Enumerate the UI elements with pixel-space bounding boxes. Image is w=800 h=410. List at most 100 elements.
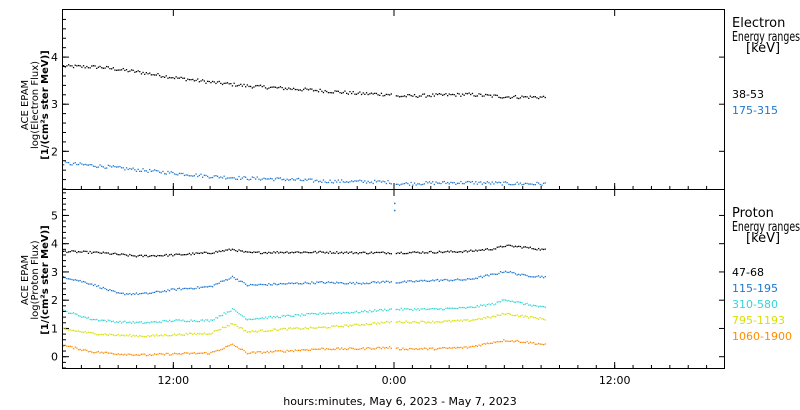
proton-series-1-point	[389, 281, 391, 284]
proton-series-0-point	[238, 249, 240, 251]
proton-series-2-point	[185, 320, 187, 323]
proton-series-2-point	[218, 315, 220, 317]
proton-series-1-point	[165, 291, 167, 293]
proton-series-1-point	[240, 280, 242, 282]
electron-series-0-point	[438, 93, 440, 95]
proton-series-3-point	[456, 319, 459, 321]
electron-series-1-point	[255, 178, 257, 180]
electron-series-1-point	[125, 167, 128, 169]
electron-series-1-point	[251, 176, 253, 178]
electron-series-0-point	[410, 95, 412, 97]
proton-series-0-point	[274, 252, 277, 254]
proton-series-3-point	[359, 324, 361, 327]
proton-series-0-point	[187, 253, 189, 255]
electron-series-0-point	[399, 96, 401, 98]
proton-series-1-point	[374, 281, 376, 283]
proton-series-0-point	[63, 250, 65, 252]
proton-series-0-point	[276, 251, 278, 253]
proton-series-1-point	[101, 287, 103, 290]
proton-series-1-point	[64, 276, 66, 279]
electron-series-1-point	[68, 162, 70, 164]
proton-series-4-point	[72, 348, 75, 350]
proton-series-3-point	[453, 320, 455, 322]
electron-series-0-point	[284, 87, 287, 89]
electron-series-1-point	[233, 177, 235, 179]
proton-series-3-point	[402, 322, 404, 324]
proton-series-4-point	[79, 348, 81, 351]
proton-series-1-point	[365, 282, 368, 284]
proton-ytick-label: 5	[51, 209, 58, 222]
proton-series-3-point	[268, 330, 270, 332]
proton-series-1-point	[185, 287, 187, 290]
proton-series-2-point	[506, 300, 508, 302]
proton-series-2-point	[220, 315, 222, 317]
proton-series-3-point	[99, 334, 101, 336]
proton-series-3-point	[423, 321, 426, 323]
electron-series-1-point	[312, 181, 315, 183]
proton-series-1-point	[168, 290, 171, 292]
electron-series-0-point	[291, 88, 293, 91]
electron-series-0-point	[336, 90, 338, 92]
proton-series-4-point	[440, 347, 442, 349]
electron-series-0-point	[122, 67, 124, 70]
proton-series-1-point	[159, 291, 161, 293]
electron-series-1-point	[498, 181, 500, 183]
proton-series-3-point	[266, 330, 268, 332]
proton-series-2-point	[445, 307, 447, 309]
electron-series-0-point	[331, 92, 333, 94]
proton-series-3-point	[94, 333, 96, 335]
proton-series-0-point	[349, 251, 351, 253]
proton-series-3-point	[246, 331, 248, 333]
proton-series-4-point	[413, 348, 416, 350]
electron-series-1-point	[367, 180, 369, 183]
proton-series-1-point	[428, 280, 431, 282]
proton-series-2-point	[349, 312, 351, 314]
proton-series-4-point	[377, 346, 379, 348]
proton-series-0-point	[470, 249, 472, 251]
proton-series-0-point	[64, 250, 66, 252]
proton-series-2-point	[122, 321, 124, 323]
proton-series-2-point	[344, 312, 346, 314]
proton-series-2-point	[268, 316, 270, 318]
electron-series-0-point	[339, 92, 341, 94]
proton-series-3-point	[463, 319, 465, 321]
proton-series-4-point	[495, 341, 497, 344]
electron-series-1-point	[81, 163, 83, 165]
proton-series-0-point	[221, 250, 224, 252]
proton-series-4-point	[382, 346, 384, 348]
electron-series-1-point	[268, 178, 270, 180]
electron-series-0-point	[245, 86, 247, 88]
proton-series-4-point	[412, 348, 414, 350]
proton-series-4-point	[235, 345, 237, 348]
proton-series-4-point	[298, 349, 300, 351]
proton-series-4-point	[481, 343, 483, 345]
proton-series-2-point	[317, 313, 320, 315]
proton-series-1-point	[304, 281, 306, 283]
proton-series-1-point	[303, 282, 305, 285]
proton-series-0-point	[314, 250, 316, 253]
electron-series-1-point	[238, 175, 240, 178]
electron-series-1-point	[427, 182, 429, 184]
proton-series-0-point	[182, 254, 184, 256]
proton-series-2-point	[259, 317, 262, 319]
proton-series-1-point	[99, 287, 101, 289]
proton-series-1-point	[236, 278, 239, 280]
proton-series-4-point	[256, 351, 258, 353]
proton-series-1-point	[129, 292, 131, 295]
electron-series-0-point	[175, 76, 177, 78]
proton-series-3-point	[271, 329, 273, 332]
proton-series-1-point	[513, 271, 515, 274]
proton-series-4-point	[339, 348, 341, 350]
electron-series-0-point	[375, 92, 378, 95]
proton-series-4-point	[114, 353, 116, 355]
electron-series-0-point	[114, 69, 116, 71]
proton-series-3-point	[448, 319, 450, 322]
proton-series-0-point	[296, 251, 298, 253]
proton-series-4-point	[207, 353, 209, 355]
electron-series-0-point	[74, 64, 76, 66]
electron-series-1-point	[274, 178, 277, 180]
proton-series-3-point	[125, 334, 128, 336]
proton-series-2-point	[528, 304, 530, 306]
proton-series-1-point	[89, 283, 91, 285]
electron-series-1-point	[466, 180, 469, 183]
